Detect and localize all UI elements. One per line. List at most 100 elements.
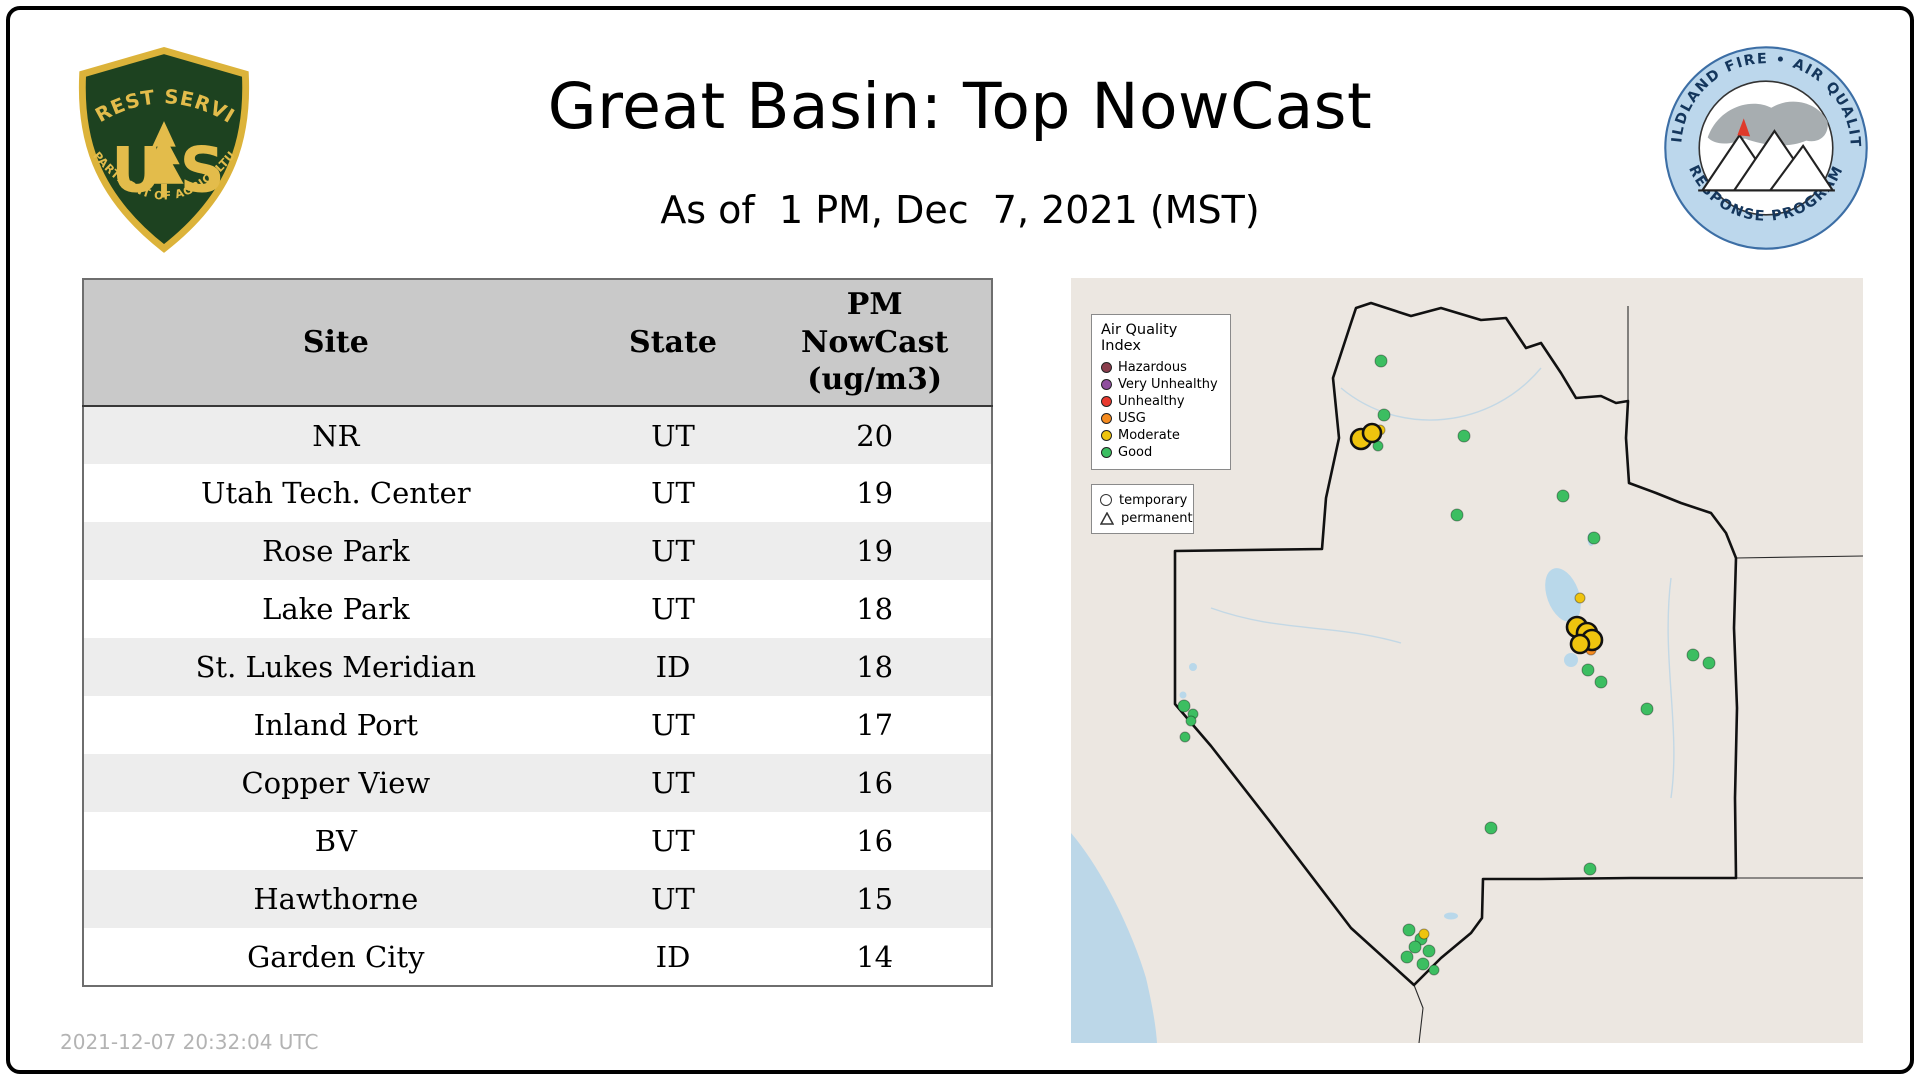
- col-header-pm: PM NowCast (ug/m3): [758, 279, 992, 407]
- usfs-logo: FOREST SERVICE U S DEPARTMENT OF AGRICUL…: [57, 27, 262, 256]
- usg-dot-icon: [1101, 413, 1112, 424]
- flame-icon: [1737, 118, 1751, 137]
- temporary-marker-icon: [1100, 494, 1112, 506]
- monitor-dot: [1361, 422, 1383, 444]
- legend-item: Unhealthy: [1101, 393, 1221, 410]
- monitor-dots-layer: [1177, 354, 1716, 976]
- moderate-dot-icon: [1101, 430, 1112, 441]
- gacc-boundary: [1173, 301, 1739, 987]
- lakes: [1179, 532, 1595, 920]
- monitor-dot: [1422, 944, 1436, 958]
- monitor-dot: [1686, 648, 1700, 662]
- monitor-dot: [1177, 699, 1191, 713]
- page-subtitle: As of 1 PM, Dec 7, 2021 (MST): [660, 188, 1260, 232]
- pm-cell: 18: [856, 592, 894, 626]
- monitor-dot: [1179, 731, 1191, 743]
- legend-item: USG: [1101, 410, 1221, 427]
- state-lines: [1413, 306, 1863, 1043]
- table-row: St. Lukes Meridian ID 18: [83, 638, 992, 696]
- pm-cell: 19: [856, 476, 894, 510]
- site-cell: Lake Park: [262, 592, 410, 626]
- legend-label: Unhealthy: [1118, 394, 1185, 409]
- pyramid-lake: [1189, 663, 1197, 671]
- legend-label: Hazardous: [1118, 360, 1187, 375]
- legend-label: Good: [1118, 445, 1153, 460]
- state-cell: UT: [651, 534, 695, 568]
- monitor-dot: [1428, 964, 1440, 976]
- pm-cell: 17: [856, 708, 894, 742]
- site-cell: St. Lukes Meridian: [195, 650, 477, 684]
- monitor-dot: [1594, 675, 1608, 689]
- aqi-legend: Air Quality Index Hazardous Very Unhealt…: [1091, 314, 1231, 470]
- table-header-row: Site State PM NowCast (ug/m3): [83, 279, 992, 407]
- legend-item: Moderate: [1101, 427, 1221, 444]
- monitor-dot: [1581, 663, 1595, 677]
- table-row: Rose Park UT 19: [83, 522, 992, 580]
- monitor-dot: [1702, 656, 1716, 670]
- pm-cell: 16: [856, 766, 894, 800]
- pm-cell: 18: [856, 650, 894, 684]
- state-cell: UT: [651, 476, 695, 510]
- state-cell: ID: [655, 939, 691, 974]
- state-cell: UT: [651, 708, 695, 742]
- unhealthy-dot-icon: [1101, 396, 1112, 407]
- site-cell: Rose Park: [262, 534, 410, 568]
- great-salt-lake: [1545, 568, 1581, 622]
- nowcast-table: Site State PM NowCast (ug/m3) NR UT 20 U…: [82, 278, 993, 987]
- state-cell: UT: [651, 882, 695, 916]
- table-row: Garden City ID 14: [83, 928, 992, 986]
- pm-cell: 15: [856, 882, 894, 916]
- legend-label: Very Unhealthy: [1118, 377, 1218, 392]
- site-cell: Inland Port: [253, 708, 419, 742]
- usfs-shield-icon: FOREST SERVICE U S DEPARTMENT OF AGRICUL…: [57, 27, 250, 253]
- site-cell: Hawthorne: [253, 882, 419, 916]
- site-cell: BV: [314, 824, 357, 858]
- pm-cell: 14: [856, 939, 894, 974]
- col-header-site: Site: [83, 279, 588, 407]
- monitor-dot: [1457, 429, 1471, 443]
- state-cell: ID: [655, 650, 691, 684]
- monitor-dot: [1400, 950, 1414, 964]
- mountains-icon: [1698, 129, 1835, 192]
- monitor-dot: [1556, 489, 1570, 503]
- legend-label: temporary: [1119, 492, 1188, 508]
- table-row: NR UT 20: [83, 406, 992, 464]
- site-cell: Copper View: [241, 766, 431, 800]
- state-cell: UT: [651, 418, 695, 453]
- table-row: Lake Park UT 18: [83, 580, 992, 638]
- monitor-dot: [1377, 408, 1391, 422]
- state-cell: UT: [651, 592, 695, 626]
- state-cell: UT: [651, 824, 695, 858]
- utah-lake: [1564, 653, 1578, 667]
- table-row: Hawthorne UT 15: [83, 870, 992, 928]
- page-title: Great Basin: Top NowCast: [547, 70, 1373, 143]
- very-unhealthy-dot-icon: [1101, 379, 1112, 390]
- wfaqrp-circle-icon: WILDLAND FIRE • AIR QUALITY RESPONSE PRO…: [1651, 30, 1868, 250]
- pm-cell: 16: [856, 824, 894, 858]
- pm-cell: 20: [856, 418, 894, 453]
- legend-item: temporary: [1100, 491, 1188, 509]
- legend-item: Hazardous: [1101, 359, 1221, 376]
- lake-mead: [1444, 912, 1458, 920]
- legend-label: permanent: [1121, 510, 1193, 526]
- monitor-dot: [1402, 923, 1416, 937]
- rivers: [1210, 367, 1675, 799]
- good-dot-icon: [1101, 447, 1112, 458]
- legend-item: Good: [1101, 444, 1221, 461]
- table-row: Utah Tech. Center UT 19: [83, 464, 992, 522]
- legend-label: USG: [1118, 411, 1146, 426]
- monitor-dot: [1185, 715, 1197, 727]
- monitor-dot: [1583, 862, 1597, 876]
- pine-tree-icon: [144, 121, 184, 198]
- monitor-dot: [1587, 531, 1601, 545]
- col-header-state: State: [587, 279, 759, 407]
- pm-cell: 19: [856, 534, 894, 568]
- legend-label: Moderate: [1118, 428, 1180, 443]
- monitor-dot: [1408, 940, 1422, 954]
- table-row: Inland Port UT 17: [83, 696, 992, 754]
- table-row: BV UT 16: [83, 812, 992, 870]
- table-row: Copper View UT 16: [83, 754, 992, 812]
- site-cell: Utah Tech. Center: [201, 476, 471, 510]
- wfaqrp-logo: WILDLAND FIRE • AIR QUALITY RESPONSE PRO…: [1651, 30, 1872, 254]
- pacific-ocean: [1071, 833, 1157, 1043]
